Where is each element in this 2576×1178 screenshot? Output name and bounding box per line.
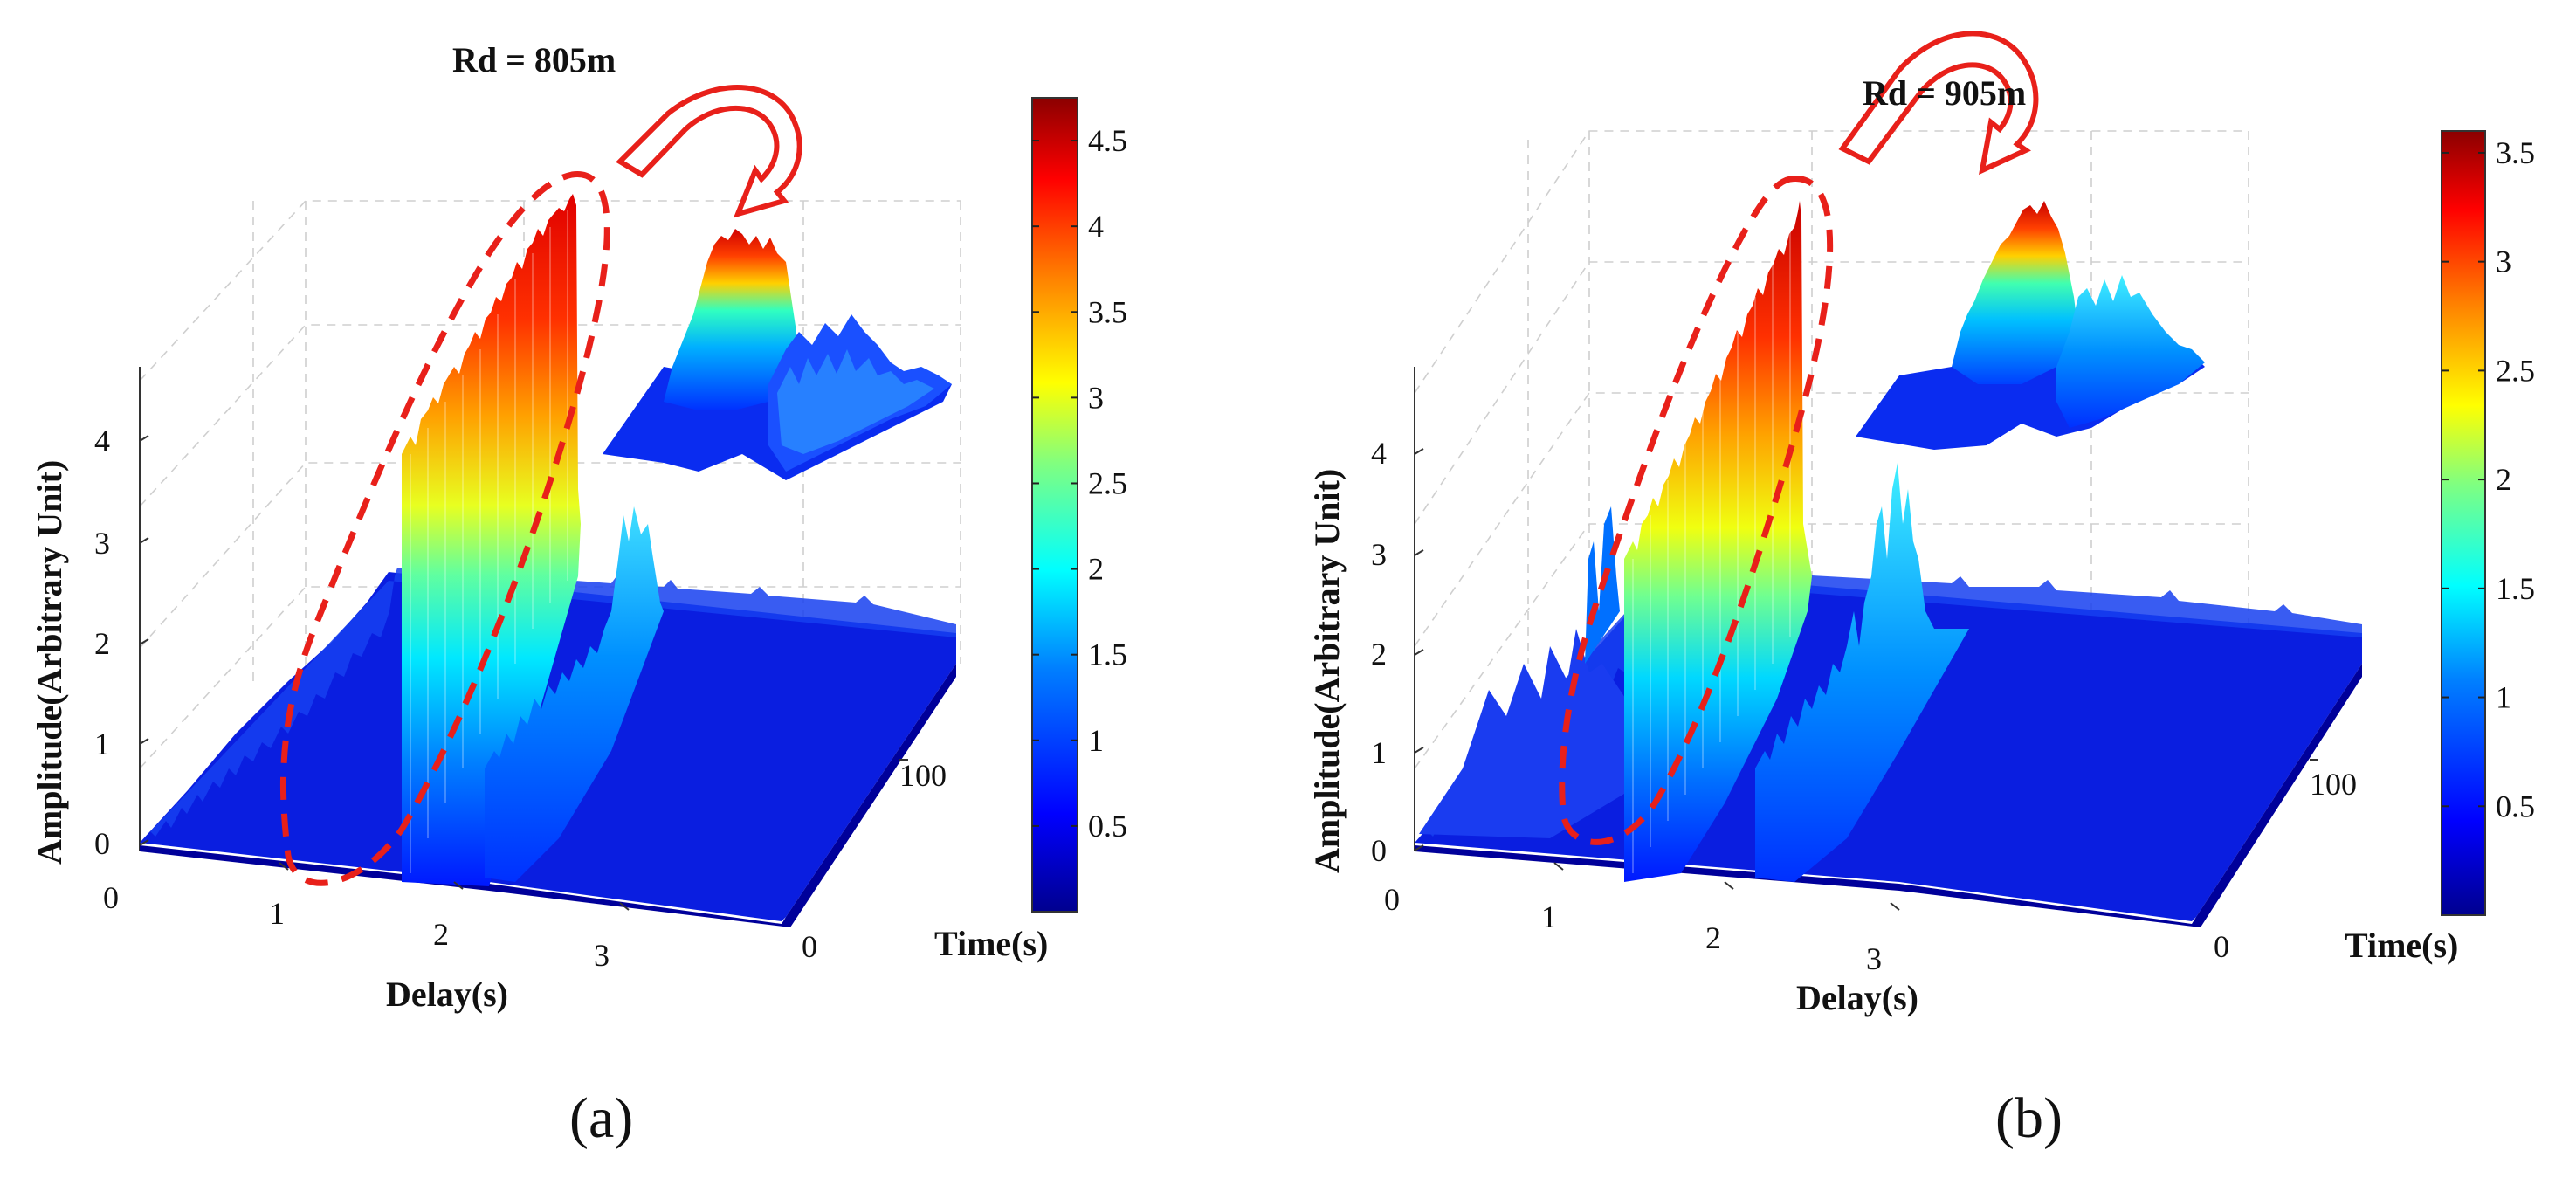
colorbar-tick-label-a: 1.5	[1088, 637, 1127, 672]
panel-label-a: (a)	[569, 1086, 633, 1150]
curved-arrow-b	[1838, 31, 2039, 176]
colorbar-gradient-a	[1031, 97, 1078, 913]
z-tick-4-a: 4	[94, 424, 110, 458]
inset-peak-a	[664, 229, 796, 410]
colorbar-tick-label-a: 3	[1088, 380, 1104, 415]
z-axis-b: 0 1 2 3 4	[1371, 436, 1424, 868]
x-tick-0-a: 0	[103, 880, 119, 915]
z-tick-1-a: 1	[94, 727, 110, 761]
x-axis-label-b: Delay(s)	[1796, 978, 1918, 1017]
x-axis-b: 0 1 2 3	[1384, 862, 1900, 976]
z-axis-label-a: Amplitude(Arbitrary Unit)	[30, 460, 69, 865]
z-axis-label-b: Amplitude(Arbitrary Unit)	[1307, 469, 1347, 873]
x-axis-a: 0 1 2 3	[103, 862, 630, 973]
main-ridge-surface-b	[1624, 201, 1812, 882]
colorbar-tick-label-b: 2	[2496, 462, 2511, 497]
z-tick-4-b: 4	[1371, 436, 1387, 471]
curved-arrow-a	[616, 85, 802, 218]
colorbar-ticks-a: 0.5 1 1.5 2 2.5 3 3.5 4 4.5	[1032, 123, 1127, 844]
y-axis-label-a: Time(s)	[934, 924, 1048, 963]
x-tick-2-a: 2	[433, 917, 449, 952]
x-tick-1-a: 1	[269, 896, 285, 931]
secondary-ridge-b	[1755, 463, 1969, 882]
inset-right-detail-a	[777, 349, 934, 454]
z-tick-3-b: 3	[1371, 537, 1387, 572]
colorbar-ticks-b: 0.5 1 1.5 2 2.5 3 3.5	[2442, 135, 2535, 823]
colorbar-a: 0.5 1 1.5 2 2.5 3 3.5 4 4.5	[1031, 97, 1127, 913]
colorbar-tick-label-b: 3	[2496, 245, 2511, 279]
colorbar-tick-label-a: 3.5	[1088, 294, 1127, 329]
y-axis-b: 100 0	[2214, 759, 2357, 964]
rd-annotation-b: Rd = 905m	[1863, 73, 2026, 113]
colorbar-tick-label-a: 2.5	[1088, 465, 1127, 500]
colorbar-tick-label-a: 2	[1088, 552, 1104, 587]
secondary-ridge-surface-b	[1755, 463, 1969, 882]
inset-surface-a	[603, 229, 952, 480]
x-tick-3-b: 3	[1866, 941, 1882, 976]
inset-surface-b	[1856, 201, 2205, 450]
colorbar-b: 0.5 1 1.5 2 2.5 3 3.5	[2441, 130, 2535, 916]
colorbar-tick-label-b: 1.5	[2496, 571, 2535, 606]
inset-right-b	[2056, 275, 2205, 428]
z-tick-0-b: 0	[1371, 833, 1387, 868]
colorbar-tick-label-a: 4.5	[1088, 123, 1127, 158]
colorbar-tick-label-a: 4	[1088, 209, 1104, 244]
x-tick-0-b: 0	[1384, 882, 1400, 917]
y-tick-100-a: 100	[899, 758, 947, 793]
y-axis-label-b: Time(s)	[2345, 926, 2458, 965]
colorbar-gradient-b	[2441, 130, 2486, 916]
x-tick-2-b: 2	[1705, 920, 1721, 955]
panel-a: Rd = 805m 0 1 2 3 4 Amplitude(Arbitrary …	[0, 0, 1288, 1174]
colorbar-tick-label-b: 3.5	[2496, 135, 2535, 170]
z-tick-0-a: 0	[94, 826, 110, 861]
left-bump-surface-b	[1419, 629, 1637, 838]
secondary-ridge-surface-a	[485, 506, 664, 882]
main-ridge-stripes-a	[410, 210, 568, 873]
z-axis-a: 0 1 2 3 4	[94, 424, 149, 861]
x-tick-3-a: 3	[594, 938, 610, 973]
main-ridge-stripes-b	[1632, 231, 1791, 873]
z-tick-1-b: 1	[1371, 735, 1387, 770]
panel-b-svg: Rd = 905m 0 1 2 3 4 Amplitude(Arbitrary …	[1307, 31, 2535, 1150]
secondary-ridge-a	[485, 506, 664, 882]
highlight-ellipse-b	[1559, 176, 1834, 845]
highlight-ellipse-a	[279, 171, 610, 886]
z-tick-2-b: 2	[1371, 637, 1387, 672]
y-tick-0-b: 0	[2214, 929, 2229, 964]
x-axis-label-a: Delay(s)	[386, 975, 508, 1014]
colorbar-tick-label-a: 0.5	[1088, 809, 1127, 844]
main-ridge-b	[1624, 201, 1812, 882]
y-tick-0-a: 0	[802, 929, 817, 964]
floor-noise-a	[140, 568, 956, 843]
y-tick-100-b: 100	[2310, 767, 2357, 802]
x-tick-1-b: 1	[1541, 899, 1557, 934]
z-tick-2-a: 2	[94, 626, 110, 661]
rd-annotation-a: Rd = 805m	[452, 40, 616, 79]
colorbar-tick-label-b: 0.5	[2496, 789, 2535, 823]
y-axis-a: 100 0	[802, 758, 947, 964]
panel-b: Rd = 905m 0 1 2 3 4 Amplitude(Arbitrary …	[1288, 0, 2576, 1174]
colorbar-tick-label-b: 1	[2496, 680, 2511, 715]
inset-peak-b	[1952, 201, 2078, 384]
panel-label-b: (b)	[1995, 1086, 2063, 1150]
panel-a-svg: Rd = 805m 0 1 2 3 4 Amplitude(Arbitrary …	[30, 40, 1127, 1150]
z-tick-3-a: 3	[94, 526, 110, 561]
colorbar-tick-label-a: 1	[1088, 723, 1104, 758]
colorbar-tick-label-b: 2.5	[2496, 353, 2535, 388]
